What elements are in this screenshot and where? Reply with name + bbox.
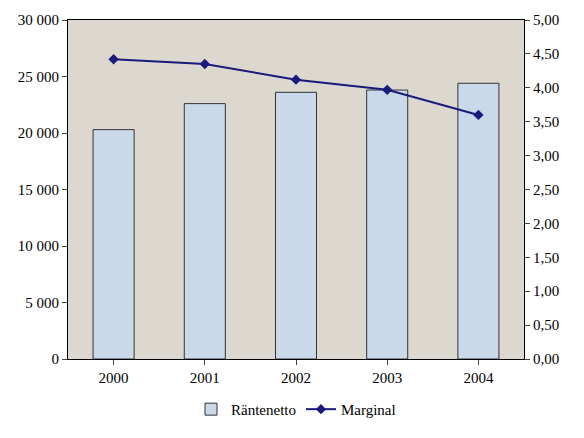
- svg-text:3,50: 3,50: [533, 114, 559, 130]
- svg-text:2,00: 2,00: [533, 216, 559, 232]
- svg-text:20 000: 20 000: [18, 125, 59, 141]
- svg-text:0,00: 0,00: [533, 351, 559, 367]
- svg-text:2003: 2003: [372, 370, 402, 386]
- svg-text:30 000: 30 000: [18, 12, 59, 28]
- svg-text:1,00: 1,00: [533, 283, 559, 299]
- svg-text:4,00: 4,00: [533, 80, 559, 96]
- svg-text:5,00: 5,00: [533, 12, 559, 28]
- svg-text:2002: 2002: [281, 370, 311, 386]
- svg-text:1,50: 1,50: [533, 250, 559, 266]
- svg-text:Räntenetto: Räntenetto: [231, 402, 296, 418]
- svg-text:2001: 2001: [190, 370, 220, 386]
- svg-text:0,50: 0,50: [533, 317, 559, 333]
- svg-text:0: 0: [52, 351, 60, 367]
- svg-text:5 000: 5 000: [25, 295, 59, 311]
- svg-text:4,50: 4,50: [533, 46, 559, 62]
- svg-text:25 000: 25 000: [18, 69, 59, 85]
- svg-text:3,00: 3,00: [533, 148, 559, 164]
- svg-text:15 000: 15 000: [18, 182, 59, 198]
- svg-text:2,50: 2,50: [533, 182, 559, 198]
- svg-text:Marginal: Marginal: [341, 402, 396, 418]
- svg-text:2004: 2004: [463, 370, 494, 386]
- svg-text:2000: 2000: [99, 370, 129, 386]
- svg-text:10 000: 10 000: [18, 238, 59, 254]
